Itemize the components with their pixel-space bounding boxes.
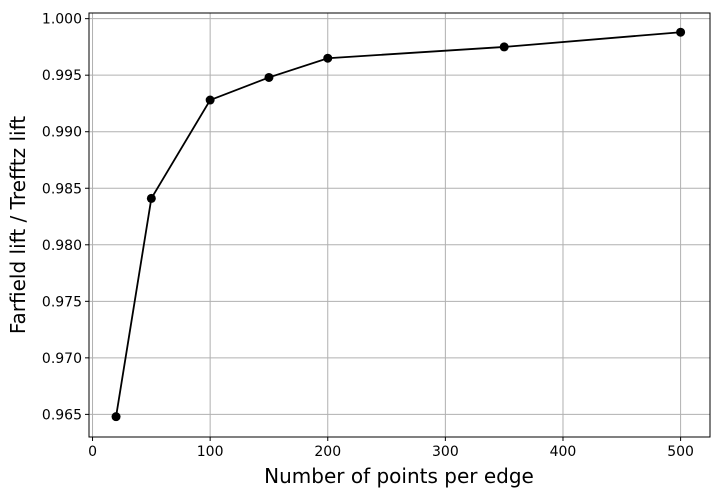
data-point <box>264 72 274 82</box>
y-tick-label: 0.970 <box>42 351 82 367</box>
y-tick-label: 0.990 <box>42 125 82 141</box>
y-tick-label: 0.995 <box>42 68 82 84</box>
series-line <box>115 31 681 417</box>
data-point <box>323 53 333 63</box>
x-axis-label: Number of points per edge <box>264 464 534 488</box>
data-point <box>499 42 509 52</box>
y-tick-label: 0.980 <box>42 238 82 254</box>
grid <box>89 13 710 437</box>
y-axis-label: Farfield lift / Trefftz lift <box>6 116 30 334</box>
x-tick-label: 200 <box>314 444 341 460</box>
data-point <box>111 412 121 422</box>
x-tick-label: 0 <box>88 444 97 460</box>
data-point <box>676 27 686 37</box>
x-tick-label: 400 <box>550 444 577 460</box>
data-point <box>146 193 156 203</box>
data-point <box>205 95 215 105</box>
y-tick-label: 0.975 <box>42 294 82 310</box>
x-tick-label: 500 <box>667 444 694 460</box>
plot-frame <box>88 12 711 438</box>
y-tick-label: 1.000 <box>42 12 82 28</box>
y-tick-label: 0.985 <box>42 181 82 197</box>
x-tick-label: 300 <box>432 444 459 460</box>
series-layer <box>111 27 686 422</box>
x-tick-label: 100 <box>197 444 224 460</box>
y-tick-label: 0.965 <box>42 407 82 423</box>
tick-layer: 0 100 200 300 400 500 0.965 0.970 0.975 0.980 0.98… <box>42 12 694 460</box>
